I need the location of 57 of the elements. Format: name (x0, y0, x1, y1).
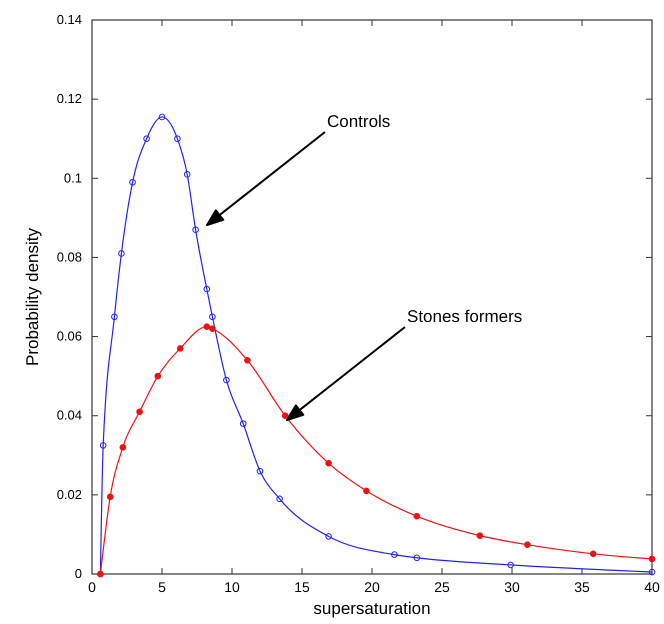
x-tick-label: 0 (88, 579, 96, 595)
x-axis-title: supersaturation (313, 599, 431, 618)
x-tick-label: 40 (644, 579, 660, 595)
point (223, 376, 230, 384)
point (325, 533, 332, 540)
y-tick-label: 0.1 (64, 170, 82, 186)
x-tick-label: 10 (224, 579, 240, 595)
point (129, 178, 136, 186)
y-tick-label: 0.12 (56, 91, 82, 106)
point (414, 554, 420, 562)
point (507, 562, 514, 568)
point (363, 488, 370, 494)
point (414, 512, 420, 520)
x-tick-label: 20 (364, 579, 380, 595)
annotation: Stones formers (407, 307, 522, 326)
point (204, 323, 210, 330)
point (325, 460, 332, 466)
point (476, 532, 484, 539)
y-tick-label: 0.06 (56, 328, 82, 344)
y-tick-label: 0 (74, 566, 82, 581)
point (648, 568, 656, 576)
point (244, 357, 251, 364)
x-tick-label: 25 (434, 579, 450, 595)
point (209, 313, 216, 320)
y-tick-label: 0.08 (56, 249, 82, 264)
point (276, 496, 283, 502)
point (158, 114, 166, 120)
point (240, 420, 246, 427)
y-tick-label: 0.14 (56, 12, 82, 27)
point (136, 408, 143, 416)
point (120, 444, 126, 451)
annotation: Controls (327, 112, 390, 131)
point (391, 551, 398, 558)
point (154, 372, 162, 380)
point (184, 171, 190, 178)
point (209, 325, 216, 332)
point (192, 226, 199, 234)
point (256, 468, 264, 474)
x-tick-label: 15 (294, 579, 310, 595)
y-tick-label: 0.02 (56, 486, 82, 502)
point (282, 412, 288, 420)
point (118, 250, 125, 257)
x-tick-label: 35 (574, 579, 590, 595)
y-axis-title: Probability density (23, 228, 42, 366)
point (143, 135, 150, 142)
point (590, 550, 596, 558)
point (100, 442, 106, 449)
x-tick-label: 5 (158, 579, 166, 595)
point (648, 556, 656, 562)
point (524, 541, 531, 548)
point (204, 286, 210, 292)
point (111, 313, 118, 320)
point (176, 345, 184, 352)
x-tick-label: 30 (504, 579, 520, 595)
point (106, 494, 114, 500)
point (174, 135, 181, 142)
y-tick-label: 0.04 (56, 408, 82, 423)
